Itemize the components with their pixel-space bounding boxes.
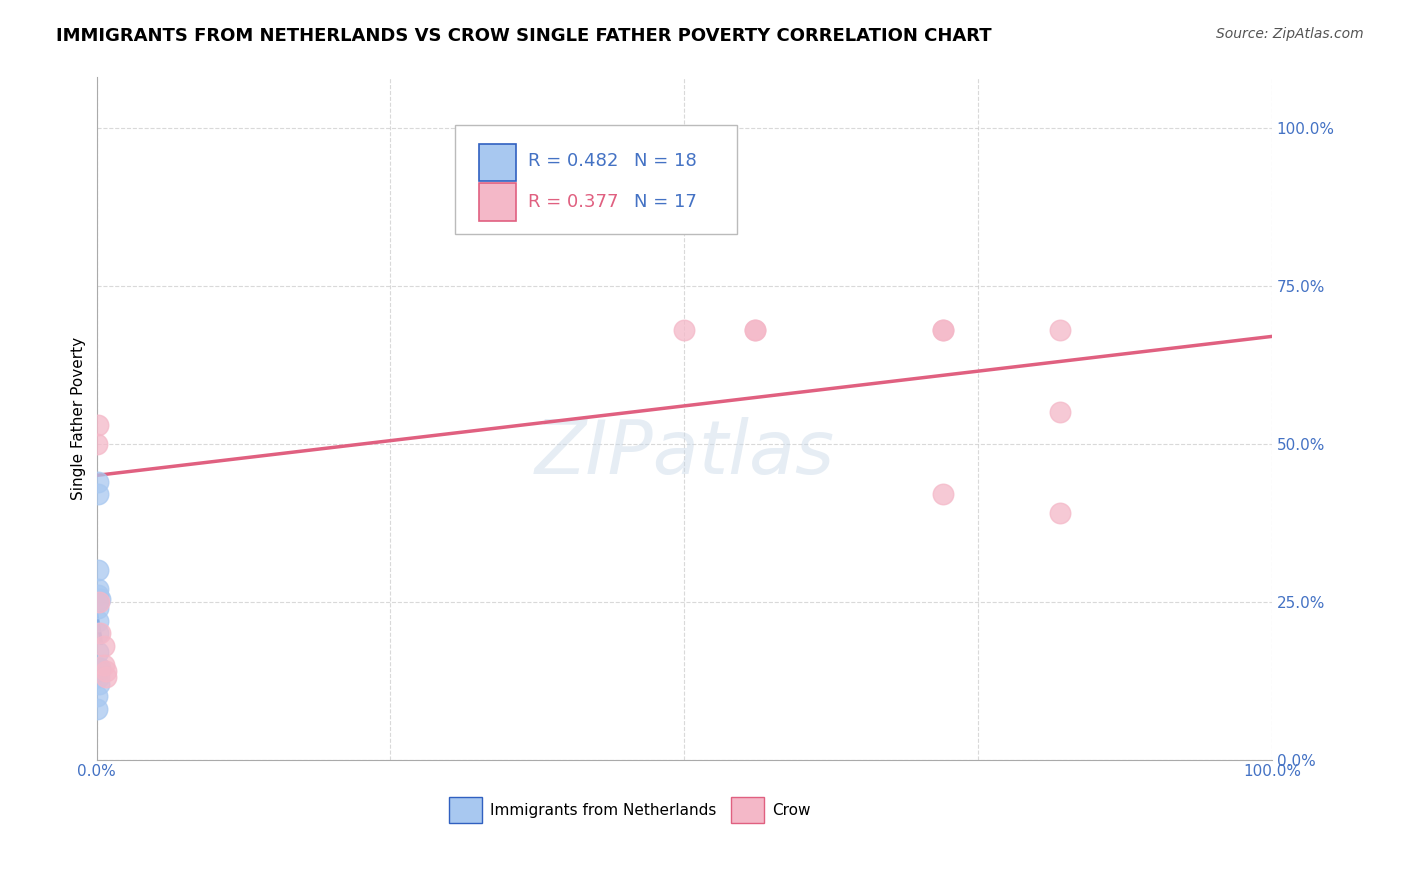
Point	[87, 563, 110, 577]
Point	[86, 437, 108, 451]
Text: N = 18: N = 18	[634, 152, 696, 169]
Text: Source: ZipAtlas.com: Source: ZipAtlas.com	[1216, 27, 1364, 41]
Point	[932, 323, 955, 337]
Point	[932, 323, 955, 337]
Point	[87, 588, 110, 602]
Point	[87, 661, 110, 675]
Point	[87, 595, 110, 609]
Point	[1049, 323, 1071, 337]
Point	[87, 645, 110, 659]
Point	[93, 657, 115, 672]
Text: ZIPatlas: ZIPatlas	[534, 417, 834, 489]
Point	[87, 601, 110, 615]
Point	[89, 591, 111, 606]
Point	[87, 614, 110, 628]
Text: R = 0.482: R = 0.482	[529, 152, 619, 169]
Text: Immigrants from Netherlands: Immigrants from Netherlands	[491, 804, 717, 818]
Point	[744, 323, 766, 337]
Point	[93, 639, 115, 653]
Bar	[450, 797, 482, 823]
Point	[87, 417, 110, 432]
Point	[87, 475, 110, 489]
Point	[86, 702, 108, 716]
Text: R = 0.377: R = 0.377	[529, 193, 619, 211]
Point	[94, 671, 117, 685]
Bar	[478, 183, 516, 220]
FancyBboxPatch shape	[456, 125, 737, 235]
Text: N = 17: N = 17	[634, 193, 696, 211]
Text: IMMIGRANTS FROM NETHERLANDS VS CROW SINGLE FATHER POVERTY CORRELATION CHART: IMMIGRANTS FROM NETHERLANDS VS CROW SING…	[56, 27, 991, 45]
Point	[87, 677, 110, 691]
Point	[87, 487, 110, 501]
Point	[89, 626, 111, 640]
Point	[87, 664, 110, 678]
Point	[744, 323, 766, 337]
Point	[87, 626, 110, 640]
Point	[932, 487, 955, 501]
Text: Crow: Crow	[772, 804, 811, 818]
Point	[89, 661, 111, 675]
Point	[87, 582, 110, 596]
Y-axis label: Single Father Poverty: Single Father Poverty	[72, 337, 86, 500]
Bar	[731, 797, 765, 823]
Point	[87, 671, 110, 685]
Point	[673, 323, 696, 337]
Point	[87, 595, 110, 609]
Point	[1049, 506, 1071, 520]
Point	[86, 690, 108, 704]
Point	[94, 664, 117, 678]
Point	[1049, 405, 1071, 419]
Bar	[478, 144, 516, 181]
